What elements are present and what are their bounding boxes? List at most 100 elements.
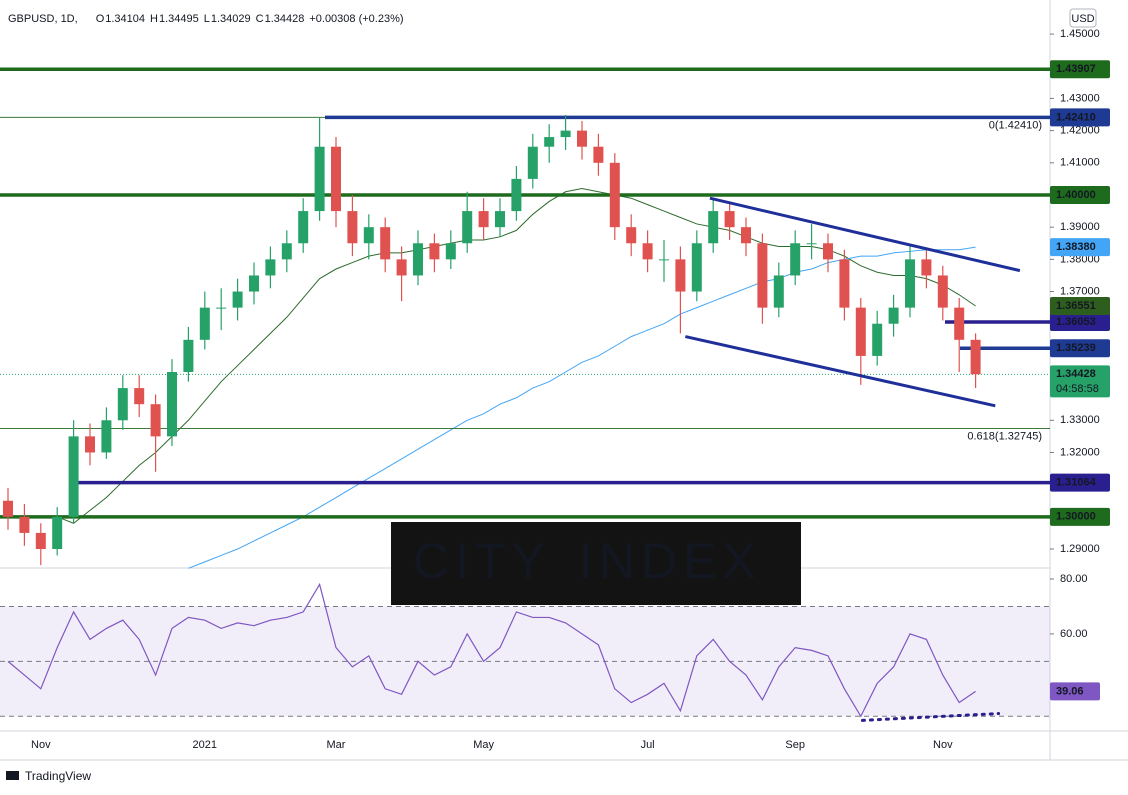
rsi-value-box xyxy=(1050,682,1100,701)
candle-body xyxy=(429,243,440,260)
level-label-box xyxy=(1050,108,1110,127)
level-label: 1.43907 xyxy=(1056,63,1096,75)
candle-body xyxy=(577,130,587,147)
candle-body xyxy=(150,404,161,437)
axis-label: 1.34428 xyxy=(1056,368,1096,380)
candle-body xyxy=(970,339,981,375)
candle-body xyxy=(659,259,669,261)
header-text: C xyxy=(256,13,264,25)
level-label-box xyxy=(1050,339,1110,358)
candle-body xyxy=(183,339,194,372)
y-tick-label: 1.39000 xyxy=(1060,221,1100,233)
y-tick-label: 1.37000 xyxy=(1060,285,1100,297)
x-tick-label: May xyxy=(473,739,494,751)
candle-body xyxy=(462,211,473,244)
candle-body xyxy=(216,307,227,309)
rsi-divergence xyxy=(860,712,1001,722)
currency-box[interactable] xyxy=(1069,8,1097,28)
candle-body xyxy=(741,227,751,244)
y-tick-label: 1.32000 xyxy=(1060,446,1100,458)
candle-body xyxy=(888,307,899,324)
countdown: 04:58:58 xyxy=(1056,383,1099,395)
candle-body xyxy=(85,436,95,453)
candle-body xyxy=(544,137,555,147)
candle-body xyxy=(609,162,620,228)
x-tick-label: Sep xyxy=(785,739,805,751)
axis-label-box xyxy=(1050,365,1110,398)
candle-body xyxy=(347,211,358,244)
footer: TradingView xyxy=(25,769,91,783)
rsi-tick-label: 80.00 xyxy=(1060,573,1088,585)
header-text: 1.34495 xyxy=(159,13,199,25)
candle-body xyxy=(593,146,604,163)
header-text: +0.00308 (+0.23%) xyxy=(309,13,403,25)
candle-body xyxy=(232,291,243,308)
currency: USD xyxy=(1071,13,1094,25)
y-tick-label: 1.45000 xyxy=(1060,28,1100,40)
candle-body xyxy=(626,227,637,244)
axis-label: 1.38380 xyxy=(1056,241,1096,253)
watermark-right: INDEX xyxy=(579,533,762,589)
header-text: L xyxy=(204,13,210,25)
fib-label: 0.618(1.32745) xyxy=(967,430,1042,442)
axis-label-box xyxy=(1050,238,1110,257)
candle-body xyxy=(839,259,850,308)
candle-body xyxy=(380,227,391,260)
candle-body xyxy=(445,243,456,260)
candle-body xyxy=(642,243,653,260)
candle-body xyxy=(19,516,30,533)
candle-body xyxy=(413,243,423,276)
candle-body xyxy=(773,275,784,308)
watermark-box xyxy=(391,522,801,605)
x-tick-label: Jul xyxy=(641,739,655,751)
axis-label: 1.36551 xyxy=(1056,300,1096,312)
y-tick-label: 1.33000 xyxy=(1060,414,1100,426)
candle-body xyxy=(199,307,210,340)
x-tick-label: 2021 xyxy=(193,739,217,751)
candle-body xyxy=(134,388,145,405)
header-text: 1.34104 xyxy=(105,13,145,25)
candle-body xyxy=(937,275,948,308)
trendline xyxy=(684,335,996,408)
candle-body xyxy=(117,388,128,421)
x-tick-label: Mar xyxy=(327,739,346,751)
candle-body xyxy=(511,178,522,212)
candle-body xyxy=(101,420,112,453)
candle-body xyxy=(724,211,735,228)
candle-body xyxy=(52,516,63,550)
candle-body xyxy=(675,259,686,292)
candle-body xyxy=(298,211,309,244)
candle-body xyxy=(68,436,79,517)
rsi-value-label: 39.06 xyxy=(1056,685,1084,697)
level-label: 1.31064 xyxy=(1056,476,1097,488)
y-tick-label: 1.43000 xyxy=(1060,92,1100,104)
candle-body xyxy=(905,259,915,308)
header-text: 1.34428 xyxy=(265,13,305,25)
candle-body xyxy=(790,243,801,276)
candle-body xyxy=(265,259,276,276)
y-tick-label: 1.41000 xyxy=(1060,157,1100,169)
footer-logo xyxy=(6,771,19,780)
candle-body xyxy=(331,146,341,212)
candle-body xyxy=(757,243,768,308)
header-text: GBPUSD, 1D, xyxy=(8,13,78,25)
candle-body xyxy=(314,146,325,212)
level-label-box xyxy=(1050,507,1110,526)
candle-body xyxy=(872,323,883,356)
level-label-box xyxy=(1050,313,1110,332)
level-label: 1.42410 xyxy=(1056,111,1096,123)
header-text: O xyxy=(96,13,105,25)
level-label: 1.36053 xyxy=(1056,316,1096,328)
level-label: 1.30000 xyxy=(1056,511,1096,523)
y-tick-label: 1.42000 xyxy=(1060,125,1100,137)
axis-label-box xyxy=(1050,296,1110,315)
x-tick-label: Nov xyxy=(933,739,953,751)
level-label-box xyxy=(1050,473,1110,492)
level-label-box xyxy=(1050,60,1110,79)
candle-body xyxy=(396,259,407,276)
candle-body xyxy=(249,275,259,292)
fib-label: 0(1.42410) xyxy=(989,119,1042,131)
x-tick-label: Nov xyxy=(31,739,51,751)
y-tick-label: 1.38000 xyxy=(1060,253,1100,265)
